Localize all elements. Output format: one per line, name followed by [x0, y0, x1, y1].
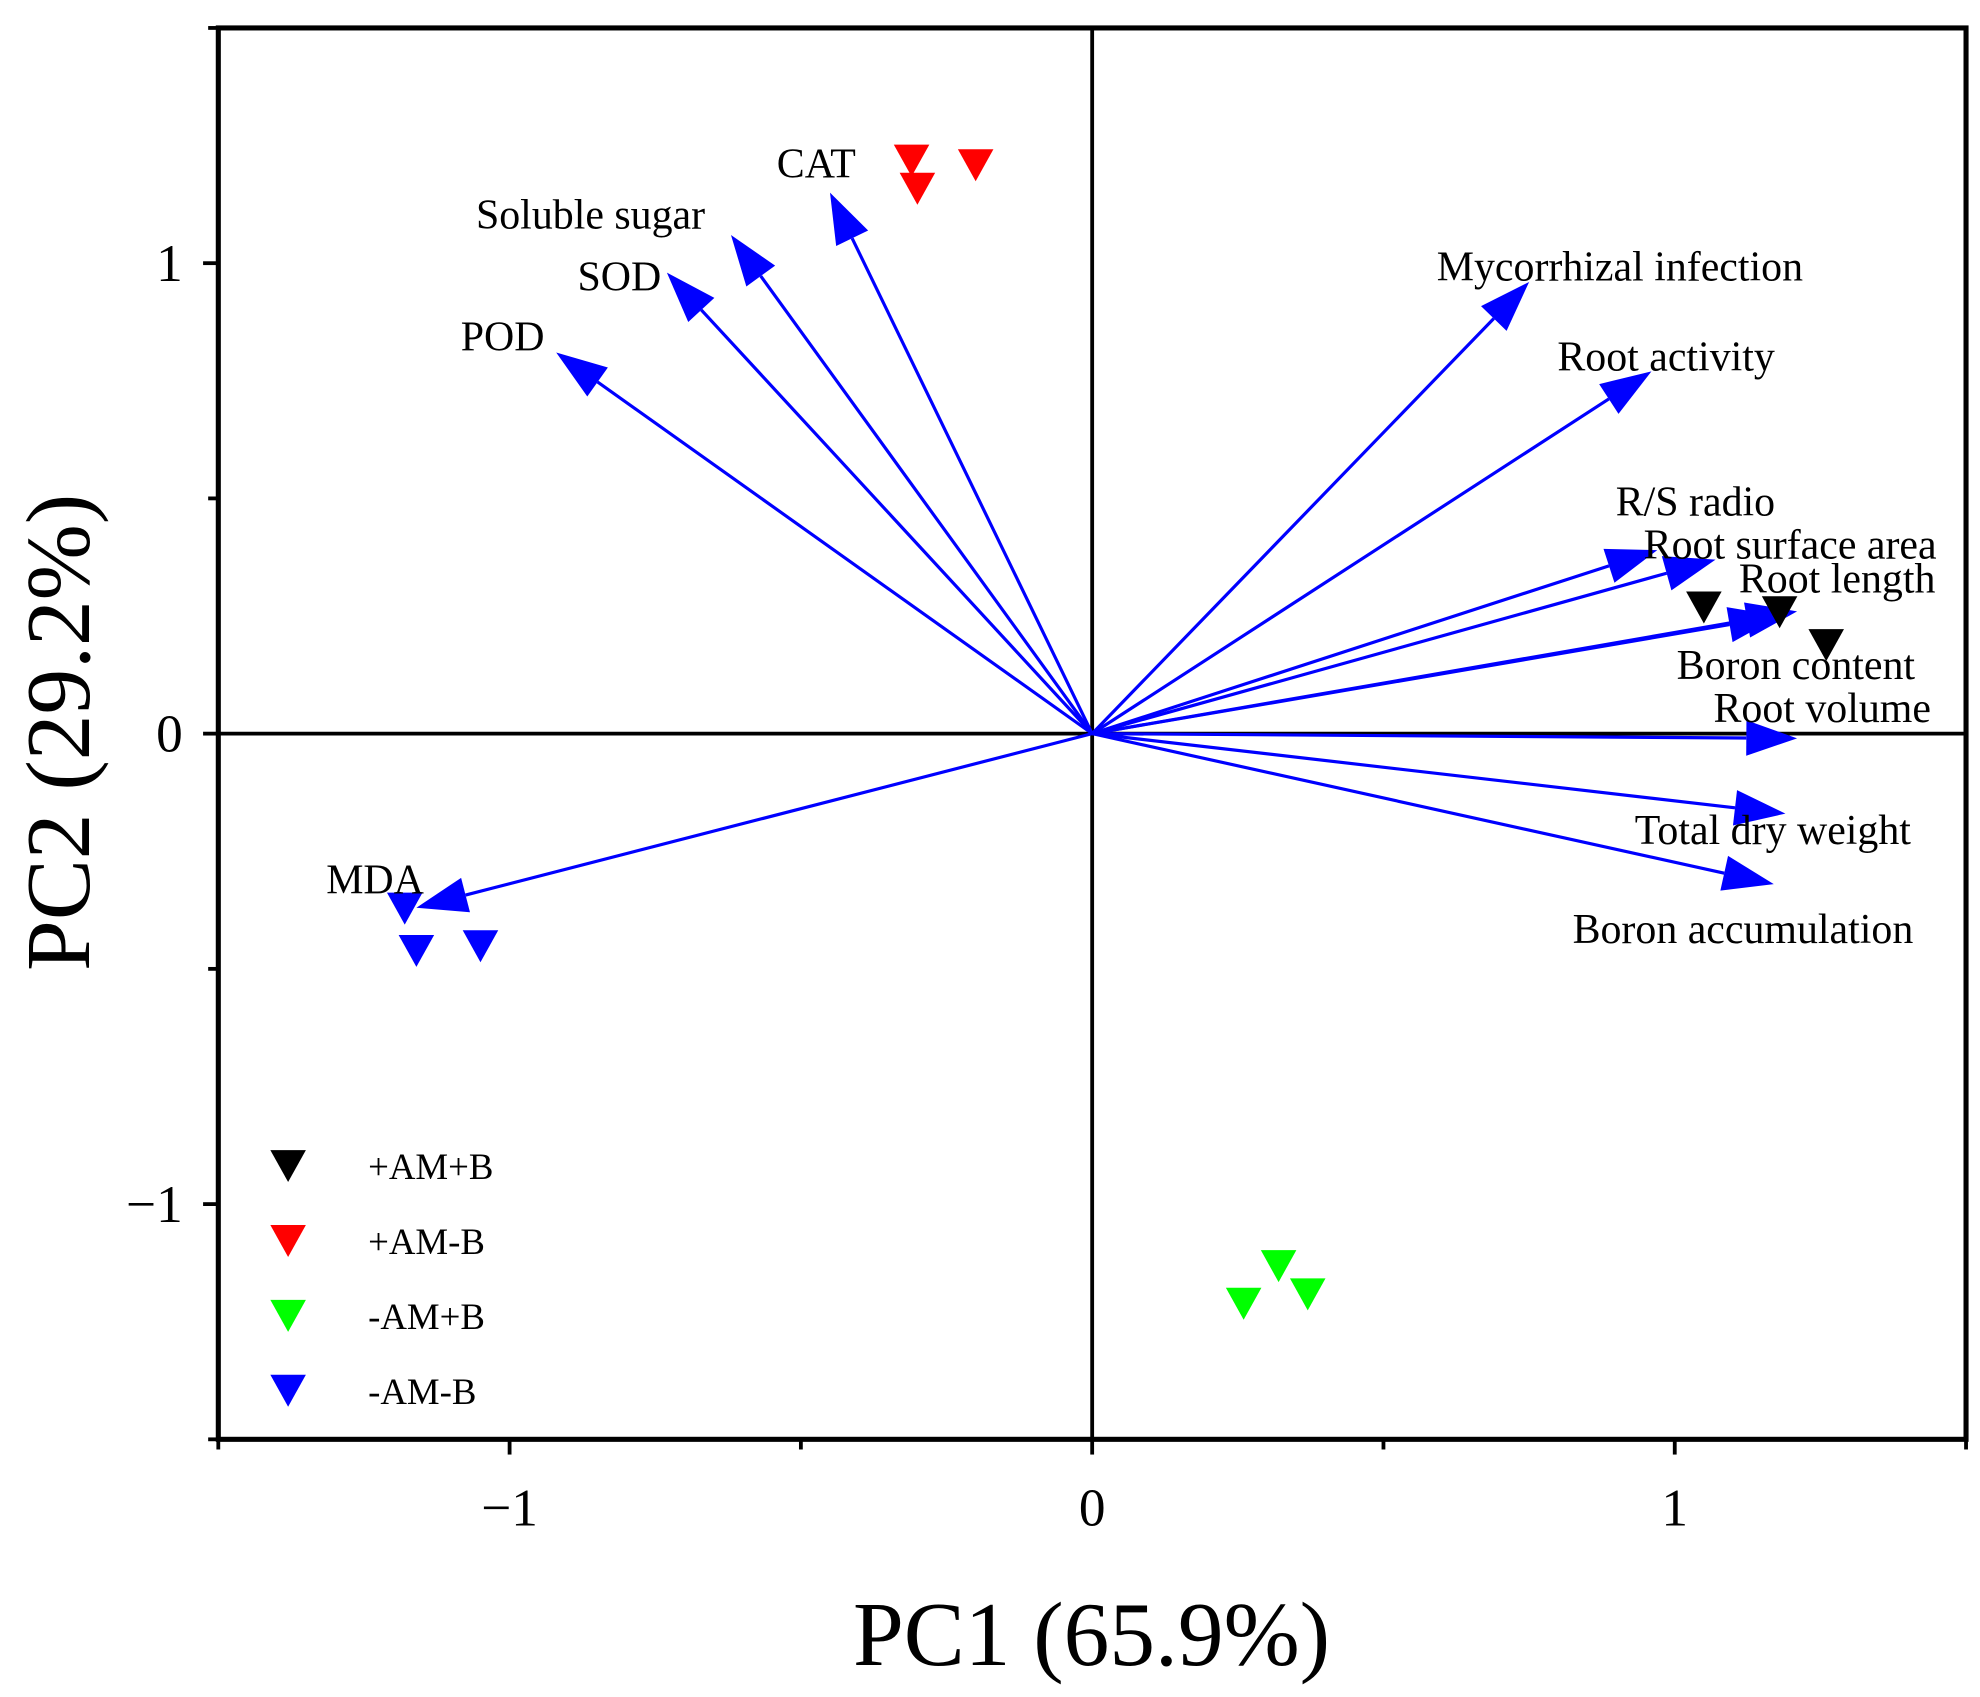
- arrow-head: [730, 234, 776, 287]
- arrow-head: [1599, 371, 1652, 414]
- loading-label: SOD: [578, 255, 662, 301]
- data-point: [386, 892, 423, 925]
- arrow-head: [1726, 607, 1780, 643]
- loading-label: Root length: [1739, 557, 1936, 603]
- y-axis-title: PC2 (29.2%): [8, 494, 109, 971]
- x-tick-label: 0: [1079, 1479, 1106, 1538]
- arrow-head: [1732, 790, 1786, 826]
- loading-label: MDA: [326, 858, 424, 904]
- data-point: [1225, 1287, 1262, 1320]
- data-point: [893, 144, 930, 177]
- legend-marker: [270, 1299, 306, 1332]
- legend-marker: [270, 1224, 306, 1257]
- loading-arrow: [1092, 732, 1747, 740]
- data-point: [1686, 591, 1722, 624]
- arrow-head: [556, 352, 608, 397]
- loading-arrow: [700, 308, 1094, 735]
- loading-arrow: [465, 732, 1093, 897]
- y-tick-label: 0: [156, 704, 183, 763]
- data-point: [398, 934, 435, 967]
- loading-label: Mycorrhizal infection: [1437, 245, 1803, 291]
- arrow-head: [666, 272, 715, 322]
- arrow-head: [830, 192, 869, 247]
- arrow-head: [1720, 855, 1774, 891]
- data-point: [957, 149, 994, 182]
- loading-arrow: [1091, 623, 1730, 736]
- loading-label: POD: [461, 314, 545, 360]
- legend-label: +AM-B: [368, 1221, 485, 1262]
- y-tick-label: 1: [156, 234, 183, 293]
- loading-arrow: [759, 275, 1094, 735]
- data-point: [1761, 596, 1798, 629]
- y-tick-label: −1: [126, 1175, 183, 1234]
- loading-label: Boron content: [1677, 643, 1916, 689]
- loading-label: Soluble sugar: [476, 192, 705, 238]
- loading-arrow: [1091, 732, 1736, 810]
- legend-label: -AM-B: [368, 1371, 476, 1412]
- arrow-head: [1661, 556, 1716, 591]
- arrow-head: [1481, 281, 1530, 331]
- loading-arrow: [1091, 732, 1725, 875]
- arrow-head: [1603, 548, 1658, 583]
- data-point: [899, 172, 936, 205]
- loading-label: Total dry weight: [1635, 808, 1912, 854]
- loading-arrow: [850, 237, 1094, 735]
- legend-label: +AM+B: [368, 1146, 493, 1187]
- loading-label: CAT: [777, 142, 856, 188]
- loading-arrow: [1091, 571, 1668, 736]
- data-point: [1289, 1278, 1326, 1311]
- loading-label: Root surface area: [1644, 522, 1937, 568]
- legend-marker: [270, 1374, 306, 1407]
- arrow-head: [1746, 720, 1798, 756]
- loading-label: R/S radio: [1616, 479, 1775, 525]
- arrow-head: [416, 877, 470, 913]
- loading-label: Root volume: [1713, 686, 1931, 732]
- x-tick-label: 1: [1661, 1479, 1688, 1538]
- legend-label: -AM+B: [368, 1296, 485, 1337]
- loading-arrow: [1091, 397, 1610, 735]
- legend-marker: [270, 1150, 306, 1183]
- loading-arrow: [1091, 317, 1495, 735]
- loading-arrow: [1091, 564, 1610, 736]
- loading-label: Root activity: [1557, 335, 1775, 381]
- data-point: [1808, 629, 1844, 662]
- loading-arrow: [596, 380, 1094, 735]
- data-point: [462, 930, 499, 963]
- data-point: [1260, 1250, 1297, 1283]
- x-tick-label: −1: [481, 1479, 538, 1538]
- x-axis-title: PC1 (65.9%): [853, 1584, 1330, 1685]
- loading-label: Boron accumulation: [1573, 907, 1914, 953]
